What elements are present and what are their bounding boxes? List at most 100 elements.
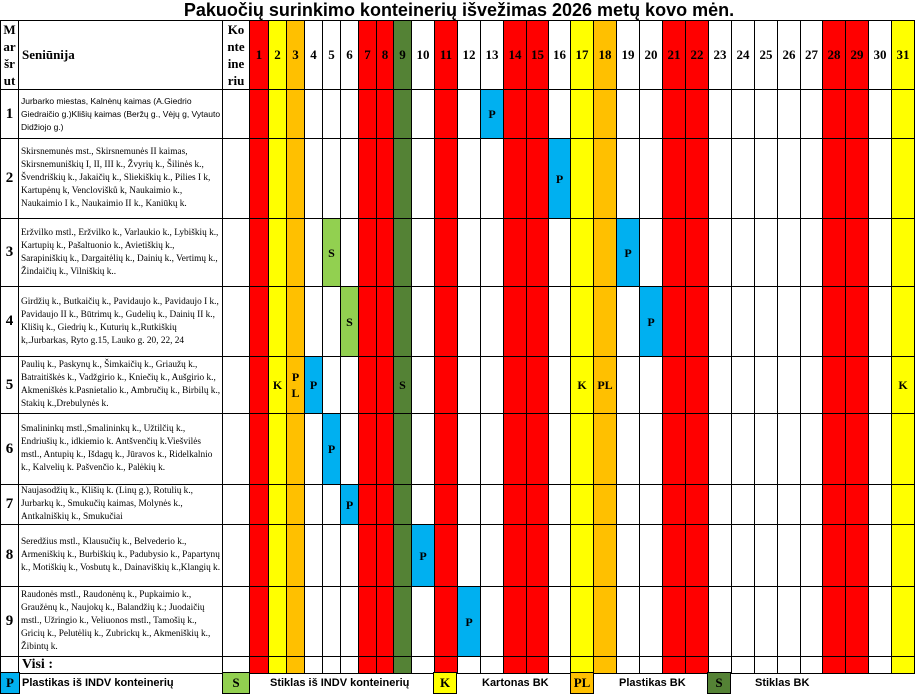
containers-cell bbox=[222, 356, 250, 414]
day-cell bbox=[754, 286, 778, 357]
day-cell bbox=[411, 586, 435, 657]
totals-day-cell bbox=[891, 656, 915, 674]
pickup-mark: P bbox=[327, 442, 336, 456]
day-cell bbox=[593, 484, 617, 525]
day-cell bbox=[548, 356, 571, 414]
day-cell bbox=[639, 484, 663, 525]
totals-day-cell bbox=[777, 656, 801, 674]
day-cell bbox=[376, 524, 394, 587]
day-cell bbox=[457, 89, 481, 139]
day-cell bbox=[358, 356, 377, 414]
totals-day-cell bbox=[393, 656, 412, 674]
day-cell bbox=[662, 89, 686, 139]
route-number: 3 bbox=[0, 218, 19, 287]
day-cell bbox=[685, 356, 709, 414]
district-list: Jurbarko miestas, Kalnėnų kaimas (A.Gied… bbox=[18, 89, 223, 139]
day-cell bbox=[548, 89, 571, 139]
totals-row: Visi : bbox=[0, 656, 915, 674]
district-list: Naujasodžių k., Klišių k. (Linų g.), Rot… bbox=[18, 484, 223, 525]
day-cell bbox=[358, 286, 377, 357]
day-cell bbox=[358, 138, 377, 219]
day-cell bbox=[891, 586, 915, 657]
day-cell bbox=[616, 89, 640, 139]
totals-label: Visi : bbox=[18, 656, 223, 674]
day-cell bbox=[376, 413, 394, 485]
day-cell bbox=[822, 286, 846, 357]
day-cell bbox=[548, 484, 571, 525]
day-cell: K bbox=[570, 356, 594, 414]
header-district: Seniūnija bbox=[18, 20, 223, 90]
district-list: Eržvilko mstl., Eržvilko k., Varlaukio k… bbox=[18, 218, 223, 287]
totals-day-cell bbox=[434, 656, 458, 674]
legend-code: PL bbox=[570, 672, 594, 694]
day-cell bbox=[503, 356, 527, 414]
containers-cell bbox=[222, 218, 250, 287]
day-cell bbox=[526, 586, 549, 657]
pickup-mark: S bbox=[346, 314, 353, 329]
day-cell bbox=[777, 484, 801, 525]
day-cell bbox=[822, 484, 846, 525]
day-cell bbox=[708, 286, 732, 357]
pickup-mark: P bbox=[419, 548, 427, 563]
day-cell bbox=[639, 356, 663, 414]
legend-code: S bbox=[222, 672, 250, 694]
totals-day-cell bbox=[526, 656, 549, 674]
day-cell bbox=[480, 413, 504, 485]
day-cell bbox=[570, 484, 594, 525]
day-cell bbox=[286, 524, 305, 587]
day-cell bbox=[304, 218, 323, 287]
day-cell bbox=[268, 586, 287, 657]
day-cell bbox=[662, 218, 686, 287]
day-cell bbox=[800, 586, 823, 657]
day-cell bbox=[340, 218, 359, 287]
day-cell bbox=[286, 413, 305, 485]
totals-day-cell bbox=[376, 656, 394, 674]
day-cell bbox=[526, 524, 549, 587]
day-cell bbox=[480, 218, 504, 287]
day-cell bbox=[662, 586, 686, 657]
table-row: 8 Seredžius mstl., Klausučių k., Belveder… bbox=[0, 524, 915, 587]
day-cell bbox=[800, 138, 823, 219]
day-header-2: 2 bbox=[268, 20, 287, 90]
totals-day-cell bbox=[249, 656, 269, 674]
day-cell bbox=[286, 218, 305, 287]
day-cell bbox=[800, 524, 823, 587]
totals-day-cell bbox=[358, 656, 377, 674]
containers-cell bbox=[222, 524, 250, 587]
day-header-8: 8 bbox=[376, 20, 394, 90]
day-cell: P bbox=[411, 524, 435, 587]
totals-day-cell bbox=[411, 656, 435, 674]
day-cell bbox=[480, 286, 504, 357]
day-header-26: 26 bbox=[777, 20, 801, 90]
totals-day-cell bbox=[503, 656, 527, 674]
day-cell bbox=[868, 524, 892, 587]
route-number: 6 bbox=[0, 413, 19, 485]
route-number: 5 bbox=[0, 356, 19, 414]
containers-cell bbox=[222, 138, 250, 219]
route-number: 1 bbox=[0, 89, 19, 139]
day-cell bbox=[322, 586, 341, 657]
containers-cell bbox=[222, 586, 250, 657]
day-cell bbox=[457, 484, 481, 525]
day-cell bbox=[480, 524, 504, 587]
day-cell bbox=[845, 356, 869, 414]
day-cell bbox=[376, 138, 394, 219]
day-cell bbox=[754, 524, 778, 587]
day-cell bbox=[304, 138, 323, 219]
day-cell bbox=[340, 586, 359, 657]
day-cell bbox=[268, 413, 287, 485]
day-cell bbox=[822, 89, 846, 139]
day-cell bbox=[593, 89, 617, 139]
day-cell bbox=[434, 218, 458, 287]
day-cell bbox=[434, 138, 458, 219]
day-cell bbox=[845, 524, 869, 587]
day-cell bbox=[304, 586, 323, 657]
pickup-mark: S bbox=[399, 378, 406, 392]
day-cell bbox=[868, 484, 892, 525]
day-cell bbox=[845, 586, 869, 657]
day-cell bbox=[662, 484, 686, 525]
day-cell bbox=[685, 524, 709, 587]
totals-day-cell bbox=[868, 656, 892, 674]
table-row: 1 Jurbarko miestas, Kalnėnų kaimas (A.Gie… bbox=[0, 89, 915, 139]
day-cell bbox=[286, 484, 305, 525]
